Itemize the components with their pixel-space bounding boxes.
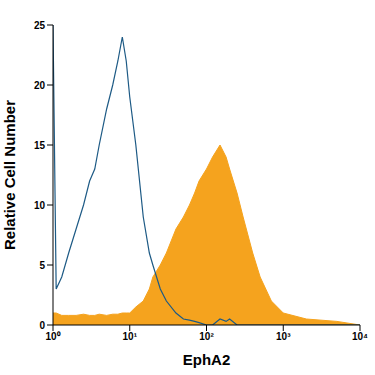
svg-text:10: 10 [34, 200, 46, 211]
svg-text:10⁴: 10⁴ [352, 331, 367, 342]
svg-text:20: 20 [34, 80, 46, 91]
svg-text:10³: 10³ [276, 331, 291, 342]
svg-text:10²: 10² [199, 331, 214, 342]
svg-text:10¹: 10¹ [123, 331, 138, 342]
svg-text:15: 15 [34, 140, 46, 151]
svg-text:5: 5 [39, 260, 45, 271]
svg-text:Relative Cell Number: Relative Cell Number [8, 100, 18, 250]
svg-text:EphA2: EphA2 [183, 351, 231, 368]
svg-text:25: 25 [34, 20, 46, 31]
svg-text:0: 0 [39, 320, 45, 331]
svg-text:10⁰: 10⁰ [45, 331, 60, 342]
